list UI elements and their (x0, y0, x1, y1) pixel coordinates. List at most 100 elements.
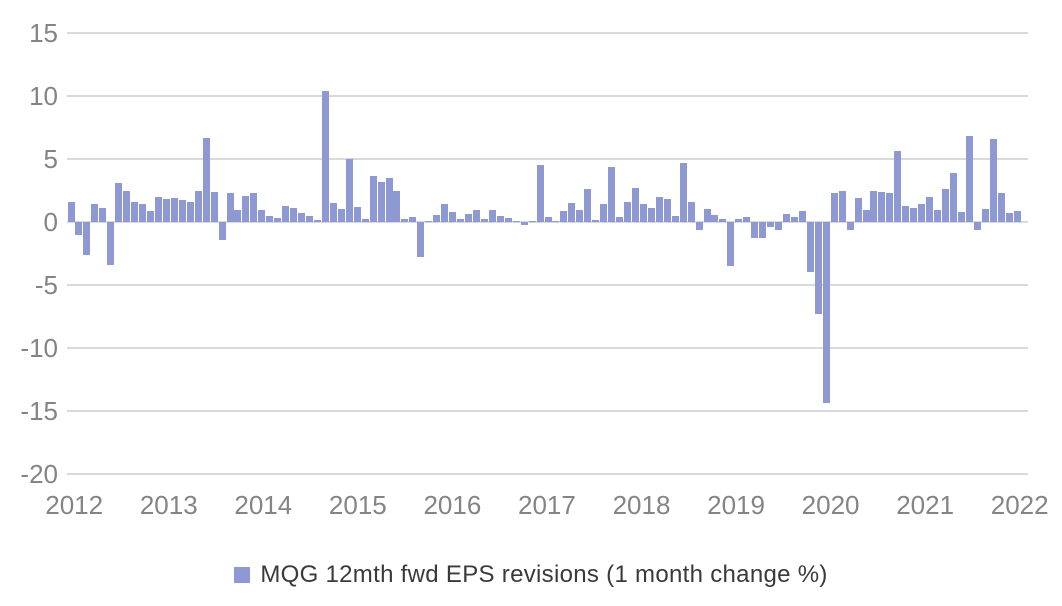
x-tick-label: 2014 (234, 490, 293, 520)
bar (170, 198, 178, 222)
bar (504, 218, 512, 222)
bar (345, 159, 353, 222)
bar (361, 219, 369, 222)
bar (290, 208, 298, 222)
bar (147, 210, 155, 222)
bar (417, 222, 425, 258)
gridline (67, 473, 1028, 475)
bar (568, 203, 576, 222)
bar (965, 136, 973, 222)
x-tick-label: 2017 (518, 490, 576, 520)
bar (957, 211, 965, 222)
bar (298, 212, 306, 222)
bar (926, 196, 934, 222)
bar (783, 214, 791, 222)
bar (862, 210, 870, 222)
bar (441, 204, 449, 222)
bar (934, 210, 942, 222)
bar (202, 137, 210, 222)
bar (162, 199, 170, 222)
bar (409, 216, 417, 222)
bar (154, 196, 162, 222)
bar (465, 214, 473, 222)
bar (592, 220, 600, 222)
bar (75, 222, 83, 235)
bar (830, 193, 838, 222)
bar (83, 222, 91, 255)
bar (99, 208, 107, 222)
y-tick-label: 10 (29, 81, 58, 111)
x-tick-label: 2016 (423, 490, 482, 520)
bar (1013, 210, 1021, 222)
bar (528, 220, 536, 222)
bar (242, 196, 250, 222)
bar (369, 176, 377, 222)
bar (91, 204, 99, 222)
gridline (67, 158, 1028, 160)
legend: MQG 12mth fwd EPS revisions (1 month cha… (0, 558, 1062, 592)
bar (306, 215, 314, 222)
bar (600, 204, 608, 222)
bar (536, 165, 544, 222)
bar (194, 190, 202, 222)
bar (258, 210, 266, 222)
bar (512, 221, 520, 222)
gridline (67, 347, 1028, 349)
bar (584, 189, 592, 222)
bar (727, 222, 735, 267)
bar (902, 206, 910, 222)
bar (131, 201, 139, 222)
bar (544, 216, 552, 222)
bar (385, 177, 393, 222)
bar (337, 209, 345, 222)
bar (910, 208, 918, 222)
bar (616, 216, 624, 222)
bar (401, 219, 409, 222)
bar (377, 181, 385, 222)
bar (282, 205, 290, 222)
bar (67, 201, 75, 222)
bar (751, 222, 759, 238)
bar (631, 187, 639, 222)
y-tick-label: -10 (20, 333, 58, 363)
legend-label: MQG 12mth fwd EPS revisions (1 month cha… (260, 561, 828, 588)
bar (949, 172, 957, 222)
y-tick-label: 0 (43, 207, 58, 237)
bar (393, 190, 401, 222)
gridline (67, 284, 1028, 286)
x-tick-label: 2020 (801, 490, 860, 520)
bar (552, 220, 560, 222)
bar (989, 138, 997, 222)
bar (838, 190, 846, 222)
bar (806, 222, 814, 273)
x-tick-label: 2015 (328, 490, 387, 520)
bar (449, 211, 457, 222)
bar (798, 210, 806, 222)
bar (576, 210, 584, 222)
x-tick-label: 2013 (139, 490, 198, 520)
bar (814, 222, 822, 314)
bar (759, 222, 767, 239)
bar (870, 190, 878, 222)
bar (624, 201, 632, 222)
x-tick-label: 2019 (707, 490, 765, 520)
bar (703, 209, 711, 222)
bar (711, 215, 719, 222)
x-tick-label: 2021 (896, 490, 955, 520)
bar (671, 215, 679, 222)
bar (942, 189, 950, 222)
bar (123, 190, 131, 222)
bar (186, 201, 194, 222)
bar (647, 207, 655, 222)
y-tick-label: -5 (34, 270, 58, 300)
bar (981, 209, 989, 222)
bar (353, 206, 361, 222)
bar (313, 220, 321, 222)
bar (655, 196, 663, 222)
bar (878, 191, 886, 222)
bar (822, 222, 830, 404)
legend-swatch (234, 567, 251, 583)
bar (1005, 212, 1013, 222)
bar (918, 203, 926, 222)
